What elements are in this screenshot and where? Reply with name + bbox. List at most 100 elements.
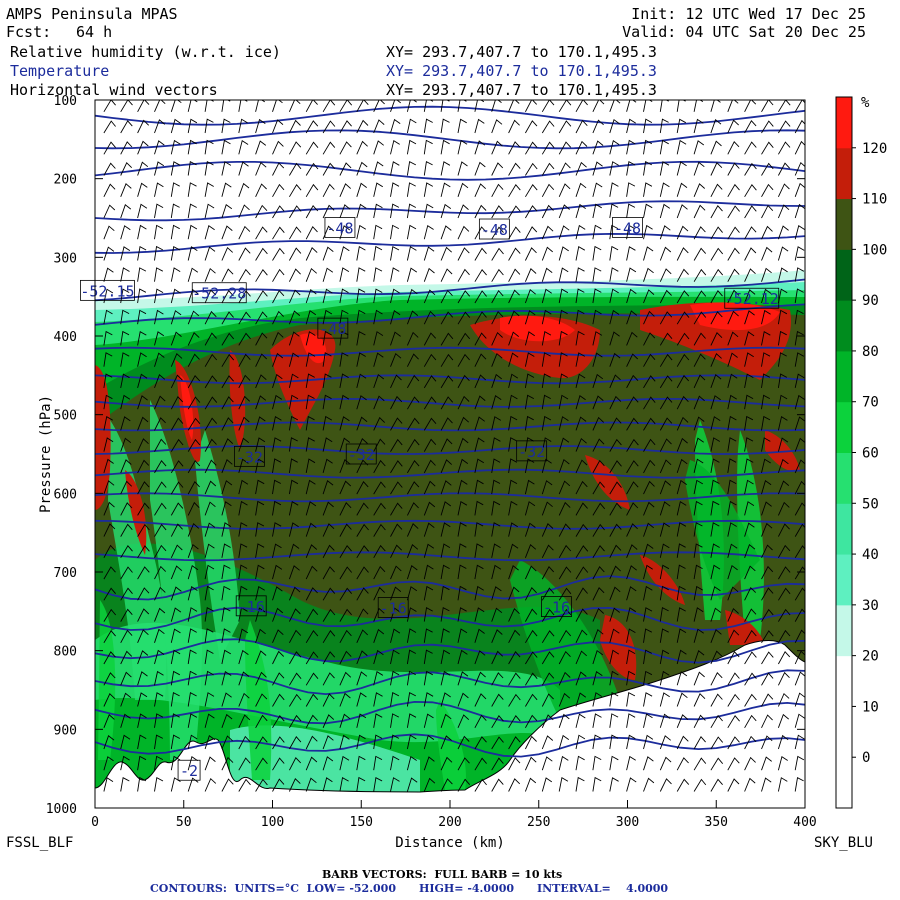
wind-barb [575,373,586,389]
wind-barb [356,182,367,197]
wind-barb [356,309,366,325]
wind-barb [339,204,351,219]
wind-barb [204,224,215,240]
wind-barb [187,777,199,792]
wind-barb [693,628,704,643]
wind-barb [255,437,266,452]
wind-barb [491,715,504,729]
x-tick-label: 200 [438,815,461,830]
wind-barb [221,396,234,410]
wind-barb [643,289,655,304]
contour-label-box [191,282,247,304]
wind-barb [524,394,535,410]
wind-barb [137,438,149,452]
wind-barb [221,161,232,176]
contour-label: -48 [326,219,353,237]
wind-barb [558,394,569,410]
wind-barb [575,394,586,410]
wind-barb [541,735,554,750]
wind-barb [710,353,722,367]
wind-barb [744,268,756,282]
wind-barb [592,203,602,219]
wind-barb [103,120,116,134]
wind-barb [305,672,319,686]
wind-barb [238,500,248,516]
wind-barb [406,310,419,325]
wind-barb [440,438,453,452]
wind-barb [474,458,485,473]
y-axis-label: Pressure (hPa) [38,395,54,513]
wind-barb [137,288,147,304]
wind-barb [322,630,336,644]
wind-barb [423,628,433,643]
wind-barb [491,311,504,325]
wind-barb [643,543,654,558]
wind-barb [693,140,705,155]
wind-barb [373,713,383,728]
wind-barb [221,501,232,516]
wind-barb [305,714,318,729]
wind-barb [103,162,116,176]
wind-barb [676,671,688,686]
wind-barb [659,118,669,134]
x-axis-label: Distance (km) [395,835,505,851]
wind-barb [373,607,385,622]
wind-barb [643,734,654,750]
wind-barb [187,734,198,750]
wind-barb [305,501,317,516]
wind-barb [255,395,267,410]
wind-barb [626,607,637,622]
wind-barb [592,416,605,431]
wind-barb [676,735,689,750]
y-tick-label: 600 [54,487,77,502]
wind-barb [710,100,721,112]
wind-barb [710,543,720,558]
wind-barb [187,564,199,580]
wind-barb [727,458,737,473]
wind-barb [626,246,636,261]
wind-barb [170,755,181,771]
wind-barb [356,545,369,559]
wind-barb [794,161,805,176]
wind-barb [339,330,349,346]
wind-barb [339,777,349,792]
wind-barb [525,205,538,219]
wind-barb [457,458,469,474]
wind-barb [289,714,302,729]
wind-barb [103,267,114,282]
wind-barb [187,246,198,261]
wind-barb [744,352,754,367]
wind-barb [238,757,251,771]
wind-barb [170,438,184,452]
wind-barb [541,204,554,219]
wind-barb [289,757,302,771]
wind-barb [339,246,350,261]
wind-barb [609,692,619,707]
wind-barb [659,225,671,240]
wind-barb [575,309,585,325]
wind-barb [204,649,214,665]
wind-barb [659,182,670,197]
wind-barb [137,140,149,155]
wind-barb [508,651,521,665]
wind-barb [491,205,504,219]
wind-barb [238,118,248,134]
wind-barb [238,479,249,495]
wind-barb [541,225,554,240]
wind-barb [676,437,688,452]
wind-barb [744,714,757,729]
wind-barb [626,502,639,516]
wind-barb [575,734,586,750]
wind-barb [626,460,639,474]
wind-barb [120,162,133,176]
wind-barb [626,310,638,325]
wind-barb [491,373,502,389]
wind-barb [659,735,671,750]
wind-barb [727,226,740,240]
wind-barb [727,693,740,707]
wind-barb [238,735,251,750]
wind-barb [170,203,180,219]
wind-barb [643,713,653,728]
wind-barb [356,352,366,367]
wind-barb [238,395,251,410]
